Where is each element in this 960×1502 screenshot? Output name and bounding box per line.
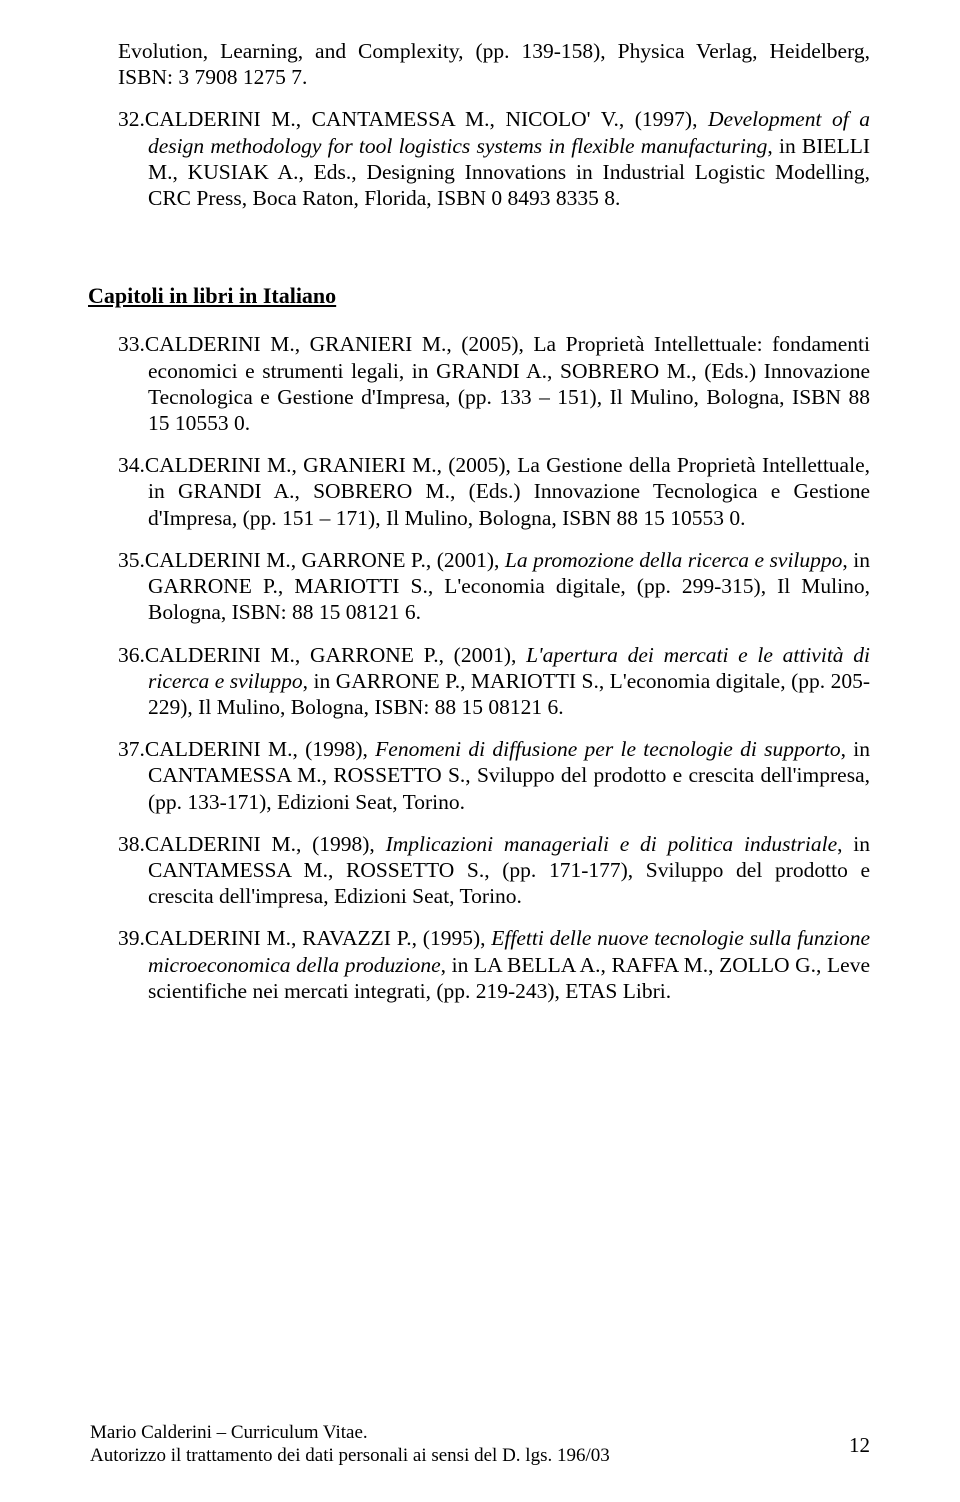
page-number: 12 <box>849 1432 870 1458</box>
bibliography-entry: 33.CALDERINI M., GRANIERI M., (2005), La… <box>118 331 870 436</box>
document-page: Evolution, Learning, and Complexity, (pp… <box>0 0 960 1502</box>
entry-text: CALDERINI M., GRANIERI M., (2005), La Ge… <box>145 453 870 529</box>
bibliography-entry: 35.CALDERINI M., GARRONE P., (2001), La … <box>118 547 870 626</box>
entry-text: CALDERINI M., RAVAZZI P., (1995), Effett… <box>145 926 870 1002</box>
entry-number: 38. <box>118 832 145 856</box>
entry-text: CALDERINI M., CANTAMESSA M., NICOLO' V.,… <box>145 107 870 210</box>
page-footer: Mario Calderini – Curriculum Vitae. Auto… <box>90 1421 870 1469</box>
entry-number: 36. <box>118 643 145 667</box>
bibliography-entry: 38.CALDERINI M., (1998), Implicazioni ma… <box>118 831 870 910</box>
entry-text: Evolution, Learning, and Complexity, (pp… <box>118 39 870 89</box>
entry-text: CALDERINI M., GARRONE P., (2001), La pro… <box>145 548 870 624</box>
bibliography-entry: 36.CALDERINI M., GARRONE P., (2001), L'a… <box>118 642 870 721</box>
entry-number: 39. <box>118 926 145 950</box>
entry-text: CALDERINI M., GARRONE P., (2001), L'aper… <box>145 643 870 719</box>
entry-number: 32. <box>118 107 145 131</box>
footer-text: Mario Calderini – Curriculum Vitae. Auto… <box>90 1421 610 1469</box>
footer-line-2: Autorizzo il trattamento dei dati person… <box>90 1444 610 1468</box>
bibliography-entry: 34.CALDERINI M., GRANIERI M., (2005), La… <box>118 452 870 531</box>
entry-number: 35. <box>118 548 145 572</box>
entry-number: 33. <box>118 332 145 356</box>
content-body: Evolution, Learning, and Complexity, (pp… <box>118 38 870 1004</box>
entry-text: CALDERINI M., (1998), Fenomeni di diffus… <box>145 737 870 813</box>
entry-text: CALDERINI M., GRANIERI M., (2005), La Pr… <box>145 332 870 435</box>
bibliography-entry: 39.CALDERINI M., RAVAZZI P., (1995), Eff… <box>118 925 870 1004</box>
bibliography-entry: 32.CALDERINI M., CANTAMESSA M., NICOLO' … <box>118 106 870 211</box>
bibliography-entry: 37.CALDERINI M., (1998), Fenomeni di dif… <box>118 736 870 815</box>
entry-text: CALDERINI M., (1998), Implicazioni manag… <box>145 832 870 908</box>
entry-number: 37. <box>118 737 145 761</box>
bibliography-entry: Evolution, Learning, and Complexity, (pp… <box>118 38 870 90</box>
footer-line-1: Mario Calderini – Curriculum Vitae. <box>90 1421 610 1445</box>
entry-number: 34. <box>118 453 145 477</box>
section-heading: Capitoli in libri in Italiano <box>88 283 870 309</box>
